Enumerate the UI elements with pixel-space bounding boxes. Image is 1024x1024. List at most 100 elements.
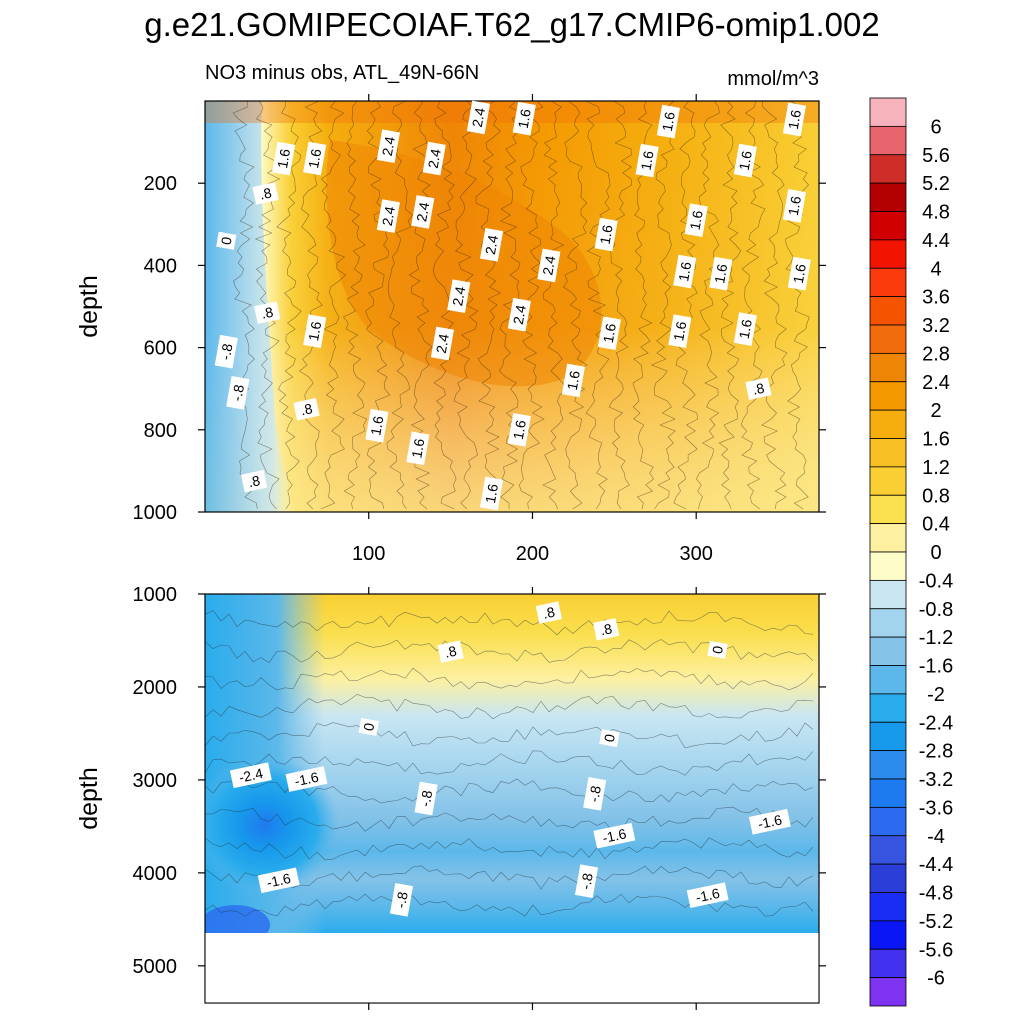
svg-text:-1.6: -1.6 <box>756 811 783 832</box>
colorbar-label: 0.4 <box>922 514 950 536</box>
colorbar-label: -1.2 <box>919 627 953 649</box>
svg-text:1.6: 1.6 <box>515 107 534 129</box>
svg-text:.8: .8 <box>541 604 556 622</box>
svg-text:1.6: 1.6 <box>367 415 386 437</box>
svg-text:2.4: 2.4 <box>469 106 488 128</box>
colorbar-swatch <box>869 154 907 184</box>
colorbar-swatch <box>869 835 907 865</box>
contour-label: 1.6 <box>597 316 621 351</box>
contour-label: 1.6 <box>303 314 327 348</box>
colorbar-label: 2.8 <box>922 343 950 365</box>
svg-text:1.6: 1.6 <box>711 262 730 284</box>
svg-text:2.4: 2.4 <box>449 285 468 307</box>
colorbar-swatch <box>869 523 907 553</box>
colorbar-label: 5.2 <box>922 173 950 195</box>
y-tick-label: 2000 <box>133 677 178 699</box>
colorbar-swatch <box>869 466 907 496</box>
svg-text:-.8: -.8 <box>577 872 596 891</box>
x-tick-label: 200 <box>516 543 549 565</box>
colorbar-swatch <box>869 778 907 808</box>
colorbar: 6 5.6 5.2 4.8 4.4 4 3.6 3.2 2.8 2.4 2 1.6 1.2 0.8 0.4 0… <box>869 97 953 1007</box>
svg-text:0: 0 <box>601 733 618 744</box>
svg-text:-.8: -.8 <box>217 342 236 361</box>
contour-label: 2.4 <box>479 228 504 262</box>
colorbar-swatch <box>869 324 907 354</box>
svg-text:2.4: 2.4 <box>425 147 444 169</box>
contour-label: -.8 <box>583 777 607 811</box>
contour-label: 2.4 <box>376 129 400 164</box>
colorbar-swatch <box>869 125 907 156</box>
svg-text:2.4: 2.4 <box>539 254 558 276</box>
contour-label: 0 <box>358 717 379 736</box>
contour-label: 1.6 <box>787 256 811 291</box>
svg-text:.8: .8 <box>599 620 614 638</box>
colorbar-label: 1.6 <box>922 429 950 451</box>
colorbar-label: -4.8 <box>919 883 953 905</box>
colorbar-swatch <box>869 409 907 439</box>
contour-label: 2.4 <box>376 199 400 233</box>
contour-label: 1.6 <box>684 203 708 238</box>
svg-text:1.6: 1.6 <box>736 149 755 171</box>
contour-label: 1.6 <box>507 412 531 447</box>
svg-text:-1.6: -1.6 <box>601 825 628 846</box>
y-tick-label: 1000 <box>133 502 178 524</box>
svg-text:-.8: -.8 <box>392 890 411 909</box>
contour-label: 1.6 <box>668 314 692 348</box>
colorbar-label: 4.4 <box>922 230 950 252</box>
contour-label: 1.6 <box>594 217 618 252</box>
colorbar-swatch <box>869 296 907 326</box>
contour-label: 1.6 <box>656 104 680 139</box>
contour-label: -.8 <box>214 334 238 369</box>
colorbar-swatch <box>869 948 907 979</box>
svg-text:0: 0 <box>218 235 235 246</box>
colorbar-label: -1.6 <box>919 656 953 678</box>
contour-label: 2.4 <box>422 141 446 176</box>
svg-text:1.6: 1.6 <box>482 482 501 504</box>
contour-label: 1.6 <box>561 363 585 398</box>
svg-text:0: 0 <box>360 721 377 732</box>
svg-text:1.6: 1.6 <box>675 260 694 282</box>
bottom-panel-frame <box>204 593 820 1004</box>
colorbar-label: 3.6 <box>922 287 950 309</box>
svg-text:1.6: 1.6 <box>408 437 427 459</box>
contour-label: -2.4 <box>229 762 272 789</box>
y-tick-label: 200 <box>144 173 177 195</box>
svg-text:1.6: 1.6 <box>564 369 583 391</box>
colorbar-label: -4 <box>927 826 945 848</box>
contour-label: 2.4 <box>537 248 561 283</box>
colorbar-swatch <box>869 892 907 922</box>
contour-label: 1.6 <box>365 408 389 443</box>
contour-label: 1.6 <box>406 431 430 466</box>
svg-text:.8: .8 <box>258 184 273 202</box>
colorbar-label: 0 <box>930 542 941 564</box>
colorbar-label: 4 <box>930 258 941 280</box>
contour-label: .8 <box>593 618 620 641</box>
colorbar-label: 1.2 <box>922 457 950 479</box>
contour-label: -1.6 <box>285 766 328 792</box>
contour-label: 0 <box>216 231 237 250</box>
svg-text:1.6: 1.6 <box>638 149 657 171</box>
svg-text:-2.4: -2.4 <box>237 765 264 786</box>
contour-label: 1.6 <box>782 102 806 137</box>
contour-label: -1.6 <box>748 808 791 835</box>
colorbar-swatch <box>869 97 907 127</box>
contour-label: -.8 <box>226 375 250 410</box>
contour-label: -1.6 <box>257 867 300 894</box>
y-axis-label: depth <box>75 767 103 830</box>
y-tick-label: 3000 <box>133 770 178 792</box>
contour-label: 2.4 <box>466 100 490 135</box>
svg-text:-1.6: -1.6 <box>265 870 292 891</box>
top-panel-frame <box>204 100 820 513</box>
svg-text:2.4: 2.4 <box>413 201 432 223</box>
svg-text:-1.6: -1.6 <box>293 769 320 790</box>
contour-label: .8 <box>437 640 464 663</box>
colorbar-swatch <box>869 693 907 723</box>
colorbar-label: -3.6 <box>919 797 953 819</box>
chart-title: g.e21.GOMIPECOIAF.T62_g17.CMIP6-omip1.00… <box>144 6 880 43</box>
y-tick-label: 800 <box>144 420 177 442</box>
colorbar-label: -2 <box>927 684 945 706</box>
svg-text:1.6: 1.6 <box>785 195 804 217</box>
contour-label: .8 <box>241 469 268 493</box>
colorbar-label: 4.8 <box>922 202 950 224</box>
colorbar-swatch <box>869 608 907 638</box>
